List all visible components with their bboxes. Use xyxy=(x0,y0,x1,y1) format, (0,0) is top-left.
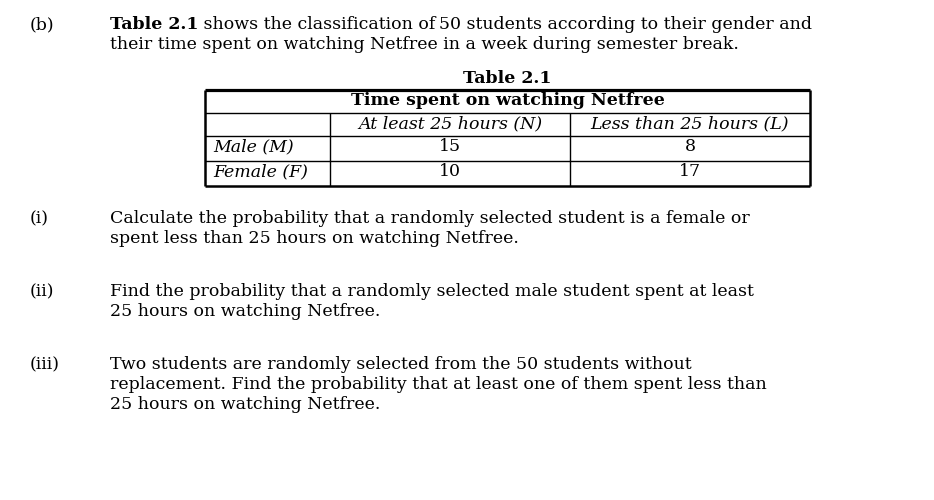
Text: replacement. Find the probability that at least one of them spent less than: replacement. Find the probability that a… xyxy=(110,376,767,393)
Text: 17: 17 xyxy=(679,163,701,180)
Text: Less than 25 hours (L): Less than 25 hours (L) xyxy=(590,115,789,132)
Text: their time spent on watching Netfree in a week during semester break.: their time spent on watching Netfree in … xyxy=(110,36,739,53)
Text: (b): (b) xyxy=(30,16,54,33)
Text: Find the probability that a randomly selected male student spent at least: Find the probability that a randomly sel… xyxy=(110,283,754,300)
Text: 10: 10 xyxy=(439,163,461,180)
Text: Two students are randomly selected from the 50 students without: Two students are randomly selected from … xyxy=(110,356,691,373)
Text: (ii): (ii) xyxy=(30,283,54,300)
Text: Calculate the probability that a randomly selected student is a female or: Calculate the probability that a randoml… xyxy=(110,210,750,227)
Text: 25 hours on watching Netfree.: 25 hours on watching Netfree. xyxy=(110,303,380,320)
Text: 25 hours on watching Netfree.: 25 hours on watching Netfree. xyxy=(110,396,380,413)
Text: Female (F): Female (F) xyxy=(213,163,308,180)
Text: Table 2.1: Table 2.1 xyxy=(110,16,199,33)
Text: (iii): (iii) xyxy=(30,356,60,373)
Text: Time spent on watching Netfree: Time spent on watching Netfree xyxy=(350,92,664,109)
Text: At least 25 hours (N): At least 25 hours (N) xyxy=(358,115,542,132)
Text: 15: 15 xyxy=(439,138,461,155)
Text: 8: 8 xyxy=(685,138,696,155)
Text: Male (M): Male (M) xyxy=(213,138,293,155)
Text: Table 2.1: Table 2.1 xyxy=(463,70,552,87)
Text: spent less than 25 hours on watching Netfree.: spent less than 25 hours on watching Net… xyxy=(110,230,519,247)
Text: shows the classification of 50 students according to their gender and: shows the classification of 50 students … xyxy=(199,16,813,33)
Text: (i): (i) xyxy=(30,210,49,227)
